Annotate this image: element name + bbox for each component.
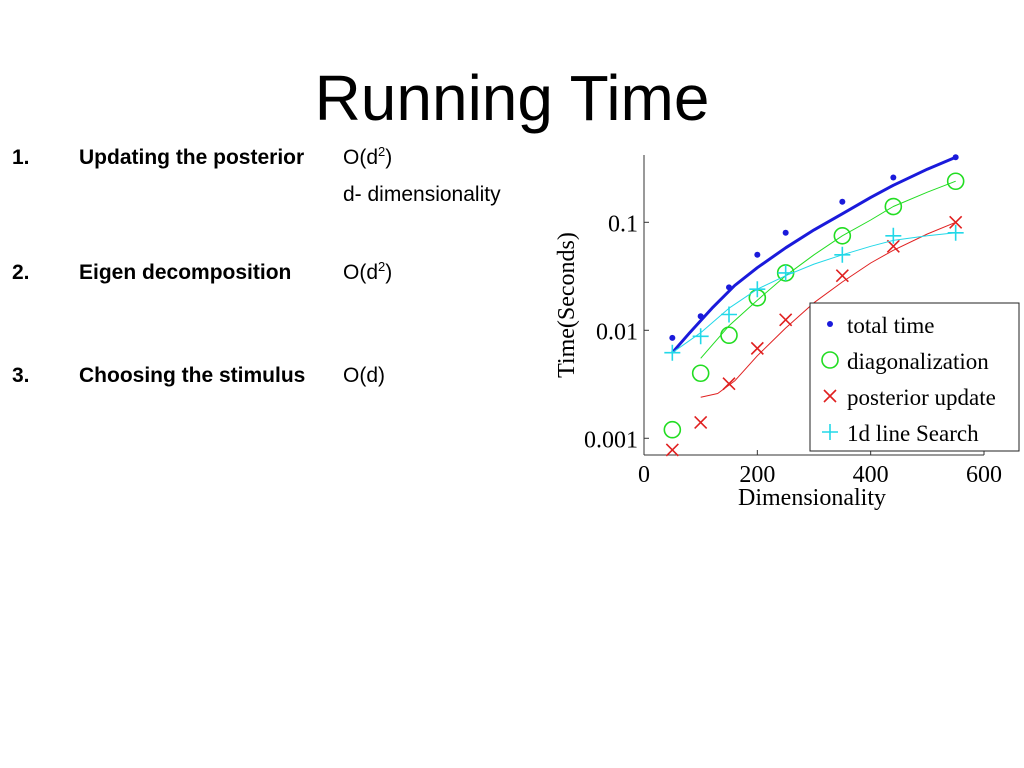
data-point-diagonalization [691,364,710,383]
running-time-chart: 0.001 0.01 0.1 0 200 400 600 Dimensionality Time… [554,154,1020,511]
data-point-diagonalization [884,197,903,216]
item-complexity: O(d) [343,364,386,387]
data-point-total-time [726,284,732,291]
legend-label-posterior-update: posterior update [847,385,996,410]
x-tick-label: 600 [966,462,1002,488]
data-point-1d-line-search [777,264,794,281]
data-point-posterior-update [665,443,679,457]
data-point-1d-line-search [749,281,766,298]
data-point-1d-line-search [721,306,737,323]
data-point-1d-line-search [947,224,964,241]
y-tick-label: 0.01 [596,319,638,345]
data-point-posterior-update [835,269,849,283]
data-point-diagonalization [946,172,965,191]
item-number: 3. [12,364,30,387]
item-label: Choosing the stimulus [79,364,306,387]
item-number: 1. [12,146,30,169]
legend-marker-1d-line-search [822,424,838,440]
x-tick-label: 0 [638,462,650,488]
item-note: d- dimensionality [343,183,501,206]
x-tick-label: 200 [739,462,775,488]
legend-marker-diagonalization [821,351,839,369]
data-point-posterior-update [779,313,793,327]
data-point-posterior-update [886,239,900,253]
legend-box [809,302,1020,452]
legend-marker-posterior-update [823,389,837,403]
data-point-1d-line-search [692,328,709,345]
item-label: Updating the posterior [79,146,305,169]
series-line-1d-line-search [672,232,956,354]
y-tick-label: 0.1 [608,211,638,237]
legend-marker-total-time [827,321,833,327]
list-item-1: 1. Updating the posterior O(d2) d- dimen… [0,143,600,233]
item-number: 2. [12,261,30,284]
legend-label-diagonalization: diagonalization [847,349,989,374]
data-point-posterior-update [694,415,708,430]
data-point-total-time [782,229,789,236]
data-point-total-time [697,313,704,320]
series-line-total-time [671,155,957,354]
data-point-total-time [669,334,676,341]
item-label: Eigen decomposition [79,261,292,284]
data-point-total-time [952,154,959,161]
x-axis-label: Dimensionality [738,485,886,511]
data-point-1d-line-search [664,344,681,361]
data-point-posterior-update [949,215,963,229]
data-point-diagonalization [720,326,738,345]
data-point-total-time [754,251,761,258]
list-item-3: 3. Choosing the stimulus O(d) [0,361,600,425]
series-line-diagonalization [700,180,956,359]
x-tick-label: 400 [853,462,889,488]
data-point-total-time [839,198,846,205]
data-point-posterior-update [722,377,736,391]
data-point-1d-line-search [885,227,902,244]
data-point-diagonalization [663,420,682,439]
data-point-1d-line-search [834,246,851,263]
legend-label-total-time: total time [847,313,935,338]
y-tick-label: 0.001 [584,427,638,453]
data-point-total-time [890,174,897,181]
legend-label-1d-line-search: 1d line Search [847,421,979,446]
item-complexity: O(d2) [343,144,393,169]
slide-title: Running Time [314,62,710,134]
item-complexity: O(d2) [343,259,393,284]
data-point-posterior-update [750,341,764,355]
data-point-diagonalization [833,226,852,245]
list-item-2: 2. Eigen decomposition O(d2) [0,258,600,322]
y-axis-label: Time(Seconds) [554,232,580,378]
